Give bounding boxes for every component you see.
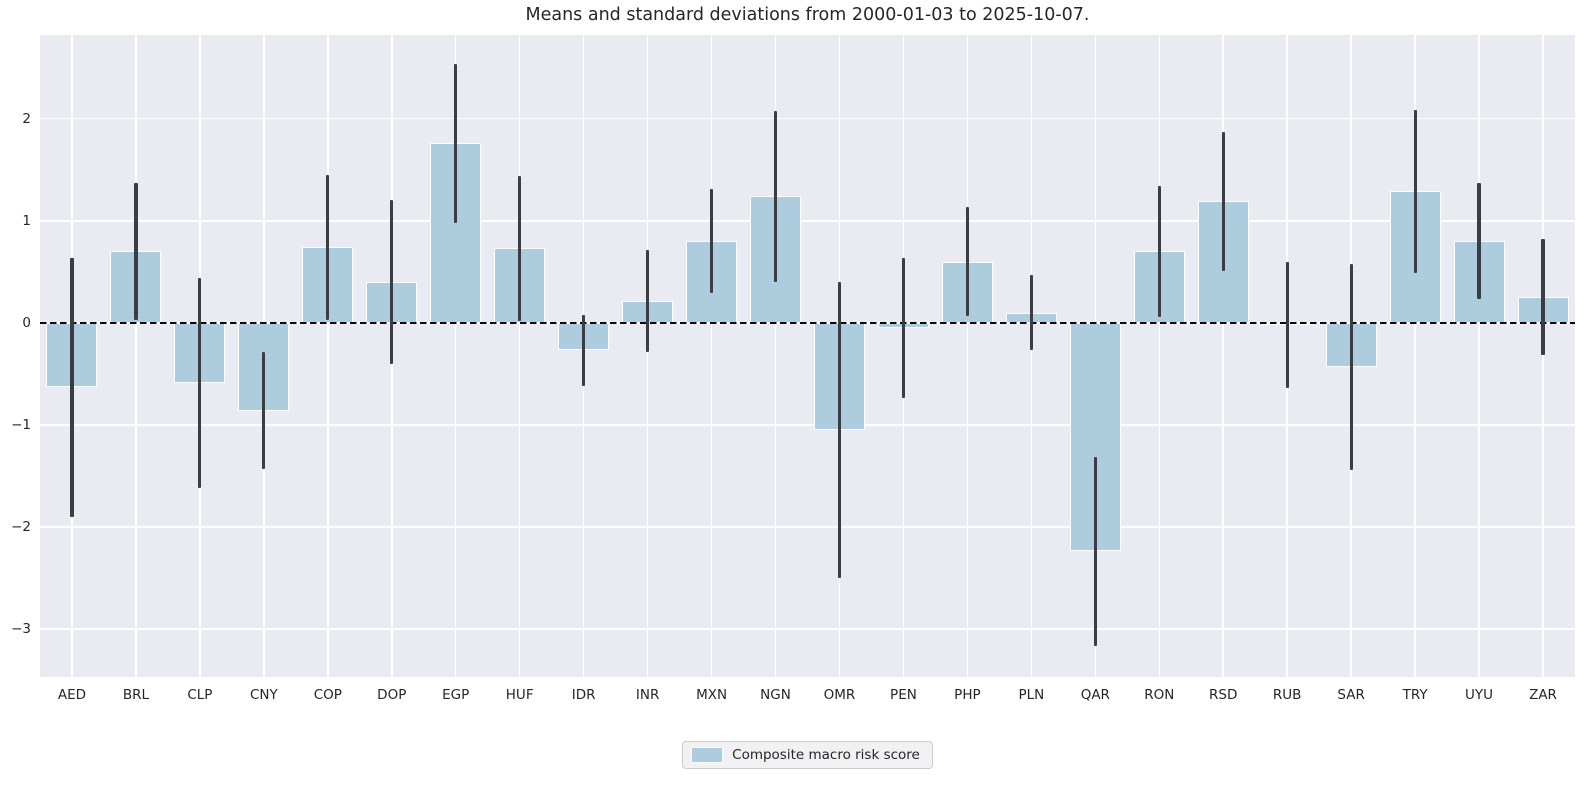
x-tick-label: RUB (1272, 687, 1302, 703)
x-gridline (1478, 35, 1480, 677)
x-gridline (1414, 35, 1416, 677)
error-bar (198, 277, 202, 489)
error-bar (1029, 274, 1033, 351)
x-tick-label: EGP (442, 687, 470, 703)
chart-title: Means and standard deviations from 2000-… (525, 5, 1090, 25)
y-tick-label: −1 (11, 416, 31, 433)
x-tick-label: IDR (571, 687, 596, 703)
error-bar (646, 250, 650, 353)
x-tick-label: PHP (954, 687, 981, 703)
error-bar (1285, 261, 1289, 389)
plot-area (40, 35, 1575, 677)
y-tick-label: 0 (22, 314, 31, 331)
x-tick-label: BRL (122, 687, 150, 703)
error-bar (326, 174, 330, 320)
legend-swatch-icon (691, 747, 724, 763)
legend-box: Composite macro risk score (682, 741, 933, 769)
error-bar (134, 182, 138, 320)
y-tick-label: −2 (11, 518, 31, 535)
x-tick-label: RON (1144, 687, 1175, 703)
y-tick-label: 2 (22, 110, 31, 127)
x-tick-label: AED (57, 687, 87, 703)
x-tick-label: DOP (377, 687, 407, 703)
y-gridline (40, 117, 1575, 120)
error-bar (1221, 131, 1225, 271)
x-tick-label: HUF (505, 687, 534, 703)
x-gridline (135, 35, 137, 677)
error-bar (1413, 109, 1417, 273)
error-bar (582, 314, 586, 387)
x-tick-label: CNY (249, 687, 278, 703)
y-gridline (40, 219, 1575, 222)
error-bar (390, 200, 394, 364)
x-gridline (1542, 35, 1544, 677)
x-gridline (966, 35, 969, 677)
x-tick-label: PLN (1018, 687, 1045, 703)
x-tick-label: NGN (760, 687, 791, 703)
x-tick-label: OMR (823, 687, 856, 703)
x-tick-label: COP (313, 687, 342, 703)
x-gridline (710, 35, 713, 677)
error-bar (1541, 239, 1545, 356)
x-tick-label: MXN (696, 687, 728, 703)
x-gridline (1030, 35, 1033, 677)
y-gridline (40, 526, 1575, 528)
x-gridline (518, 35, 521, 677)
x-tick-label: INR (635, 687, 660, 703)
zero-line (40, 322, 1575, 324)
x-tick-label: UYU (1465, 687, 1494, 703)
x-tick-label: ZAR (1529, 687, 1557, 703)
x-gridline (1222, 35, 1224, 677)
x-gridline (454, 35, 457, 677)
error-bar (70, 257, 74, 517)
x-tick-label: SAR (1337, 687, 1365, 703)
error-bar (1349, 263, 1353, 470)
y-tick-label: 1 (22, 212, 31, 229)
error-bar (1093, 456, 1097, 647)
error-bar (1477, 182, 1481, 300)
error-bar (837, 282, 842, 578)
x-gridline (646, 35, 649, 677)
x-tick-label: CLP (187, 687, 213, 703)
x-tick-label: PEN (890, 687, 917, 703)
x-tick-label: TRY (1402, 687, 1428, 703)
error-bar (901, 257, 906, 399)
y-tick-label: −3 (11, 621, 31, 638)
error-bar (518, 175, 522, 321)
y-gridline (40, 628, 1575, 630)
error-bar (773, 110, 778, 282)
error-bar (454, 63, 458, 223)
error-bar (965, 207, 969, 316)
legend-label: Composite macro risk score (732, 747, 920, 763)
y-gridline (40, 424, 1575, 426)
x-gridline (1158, 35, 1161, 677)
error-bar (1157, 186, 1161, 317)
error-bar (709, 189, 714, 294)
x-tick-label: RSD (1209, 687, 1238, 703)
x-tick-label: QAR (1080, 687, 1110, 703)
x-gridline (774, 35, 777, 677)
legend: Composite macro risk score (40, 741, 1575, 769)
x-gridline (327, 35, 329, 677)
error-bar (262, 352, 266, 469)
